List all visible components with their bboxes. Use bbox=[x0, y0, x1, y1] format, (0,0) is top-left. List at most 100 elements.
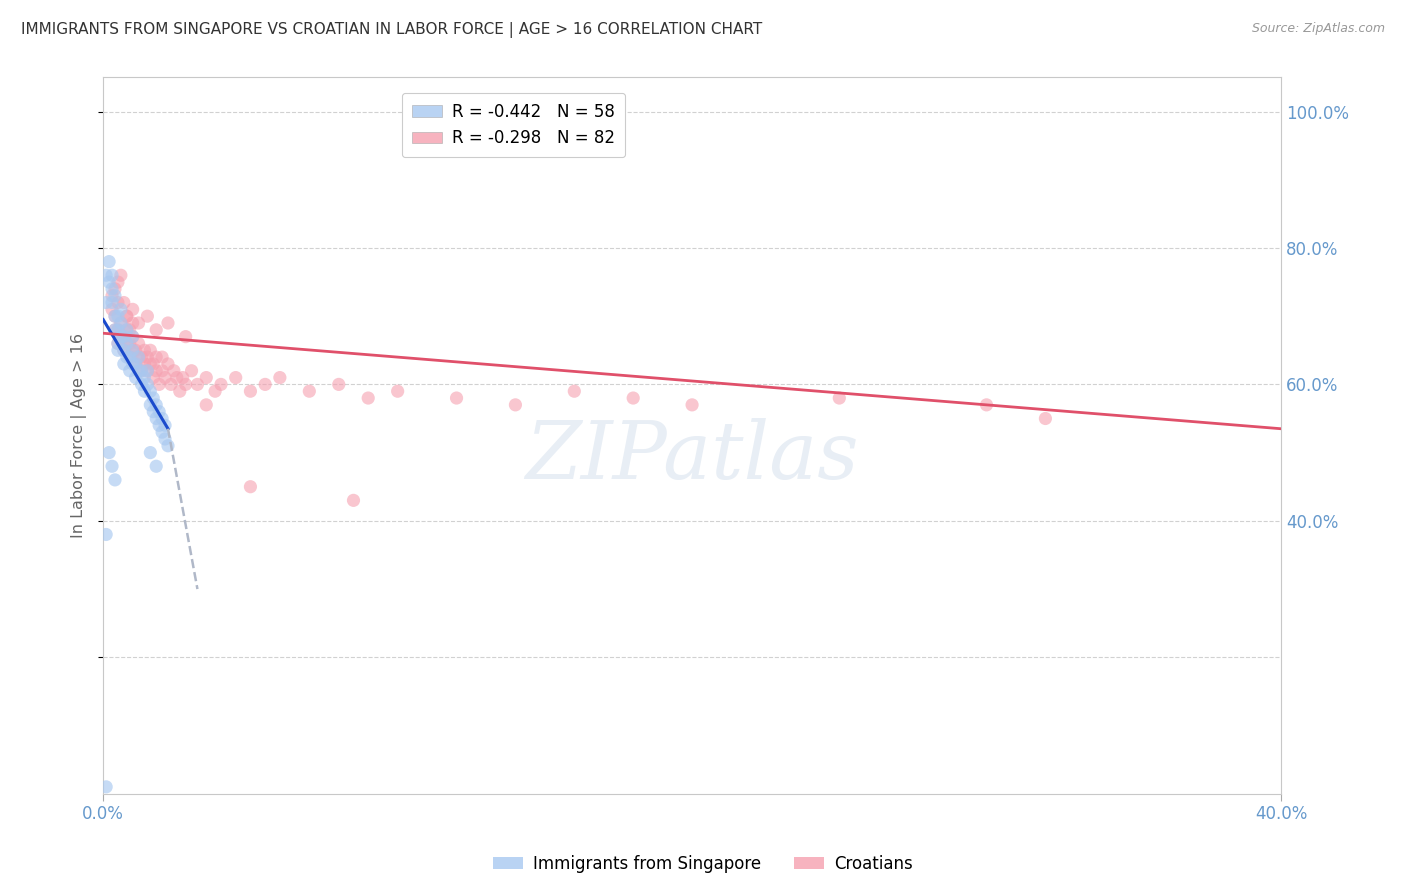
Point bbox=[342, 493, 364, 508]
Point bbox=[101, 289, 124, 303]
Point bbox=[107, 275, 129, 289]
Point bbox=[139, 445, 162, 459]
Point bbox=[112, 343, 135, 358]
Text: ZIPatlas: ZIPatlas bbox=[526, 418, 859, 496]
Point bbox=[104, 309, 127, 323]
Point bbox=[142, 405, 165, 419]
Point bbox=[195, 370, 218, 384]
Y-axis label: In Labor Force | Age > 16: In Labor Force | Age > 16 bbox=[72, 333, 87, 538]
Point bbox=[134, 384, 156, 399]
Point bbox=[156, 439, 179, 453]
Point bbox=[150, 350, 173, 364]
Point bbox=[357, 391, 380, 405]
Point bbox=[96, 295, 118, 310]
Point bbox=[172, 370, 194, 384]
Point bbox=[118, 350, 141, 364]
Point bbox=[209, 377, 232, 392]
Point bbox=[128, 364, 150, 378]
Point bbox=[107, 343, 129, 358]
Point bbox=[110, 329, 132, 343]
Point bbox=[562, 384, 585, 399]
Point bbox=[96, 268, 118, 283]
Point bbox=[112, 343, 135, 358]
Text: IMMIGRANTS FROM SINGAPORE VS CROATIAN IN LABOR FORCE | AGE > 16 CORRELATION CHAR: IMMIGRANTS FROM SINGAPORE VS CROATIAN IN… bbox=[21, 22, 762, 38]
Point bbox=[169, 384, 191, 399]
Point bbox=[128, 350, 150, 364]
Point bbox=[976, 398, 998, 412]
Point bbox=[115, 323, 138, 337]
Point bbox=[136, 364, 159, 378]
Point bbox=[115, 336, 138, 351]
Point bbox=[110, 316, 132, 330]
Point bbox=[180, 364, 202, 378]
Point bbox=[254, 377, 277, 392]
Point bbox=[150, 411, 173, 425]
Point bbox=[136, 309, 159, 323]
Point bbox=[115, 323, 138, 337]
Point bbox=[101, 302, 124, 317]
Point bbox=[142, 357, 165, 371]
Point bbox=[121, 357, 143, 371]
Point bbox=[828, 391, 851, 405]
Point bbox=[124, 370, 146, 384]
Point bbox=[118, 323, 141, 337]
Point bbox=[101, 282, 124, 296]
Point bbox=[225, 370, 247, 384]
Point bbox=[115, 309, 138, 323]
Point bbox=[112, 329, 135, 343]
Point bbox=[121, 343, 143, 358]
Point bbox=[107, 323, 129, 337]
Point bbox=[160, 377, 183, 392]
Point bbox=[121, 302, 143, 317]
Point bbox=[387, 384, 409, 399]
Point bbox=[101, 459, 124, 474]
Legend: Immigrants from Singapore, Croatians: Immigrants from Singapore, Croatians bbox=[486, 848, 920, 880]
Point bbox=[145, 398, 167, 412]
Point bbox=[118, 364, 141, 378]
Legend: R = -0.442   N = 58, R = -0.298   N = 82: R = -0.442 N = 58, R = -0.298 N = 82 bbox=[402, 93, 624, 157]
Point bbox=[107, 336, 129, 351]
Point bbox=[98, 275, 121, 289]
Point bbox=[148, 418, 170, 433]
Point bbox=[139, 357, 162, 371]
Point bbox=[139, 343, 162, 358]
Point bbox=[110, 329, 132, 343]
Point bbox=[131, 377, 153, 392]
Point bbox=[621, 391, 644, 405]
Point bbox=[328, 377, 350, 392]
Point bbox=[139, 384, 162, 399]
Point bbox=[131, 350, 153, 364]
Point bbox=[128, 336, 150, 351]
Point bbox=[121, 343, 143, 358]
Point bbox=[136, 377, 159, 392]
Point bbox=[110, 302, 132, 317]
Point bbox=[239, 384, 262, 399]
Point bbox=[112, 329, 135, 343]
Point bbox=[128, 316, 150, 330]
Point bbox=[124, 357, 146, 371]
Point bbox=[112, 295, 135, 310]
Point bbox=[131, 364, 153, 378]
Point bbox=[142, 370, 165, 384]
Point bbox=[269, 370, 291, 384]
Point bbox=[104, 309, 127, 323]
Point bbox=[150, 425, 173, 439]
Point bbox=[107, 309, 129, 323]
Point bbox=[98, 445, 121, 459]
Point bbox=[156, 316, 179, 330]
Point bbox=[145, 364, 167, 378]
Point bbox=[96, 780, 118, 794]
Point bbox=[104, 289, 127, 303]
Point bbox=[681, 398, 703, 412]
Point bbox=[153, 370, 176, 384]
Point bbox=[115, 350, 138, 364]
Point bbox=[104, 473, 127, 487]
Point bbox=[128, 350, 150, 364]
Point bbox=[107, 336, 129, 351]
Point bbox=[121, 316, 143, 330]
Point bbox=[505, 398, 527, 412]
Point bbox=[104, 323, 127, 337]
Point bbox=[145, 350, 167, 364]
Point bbox=[107, 323, 129, 337]
Point bbox=[104, 282, 127, 296]
